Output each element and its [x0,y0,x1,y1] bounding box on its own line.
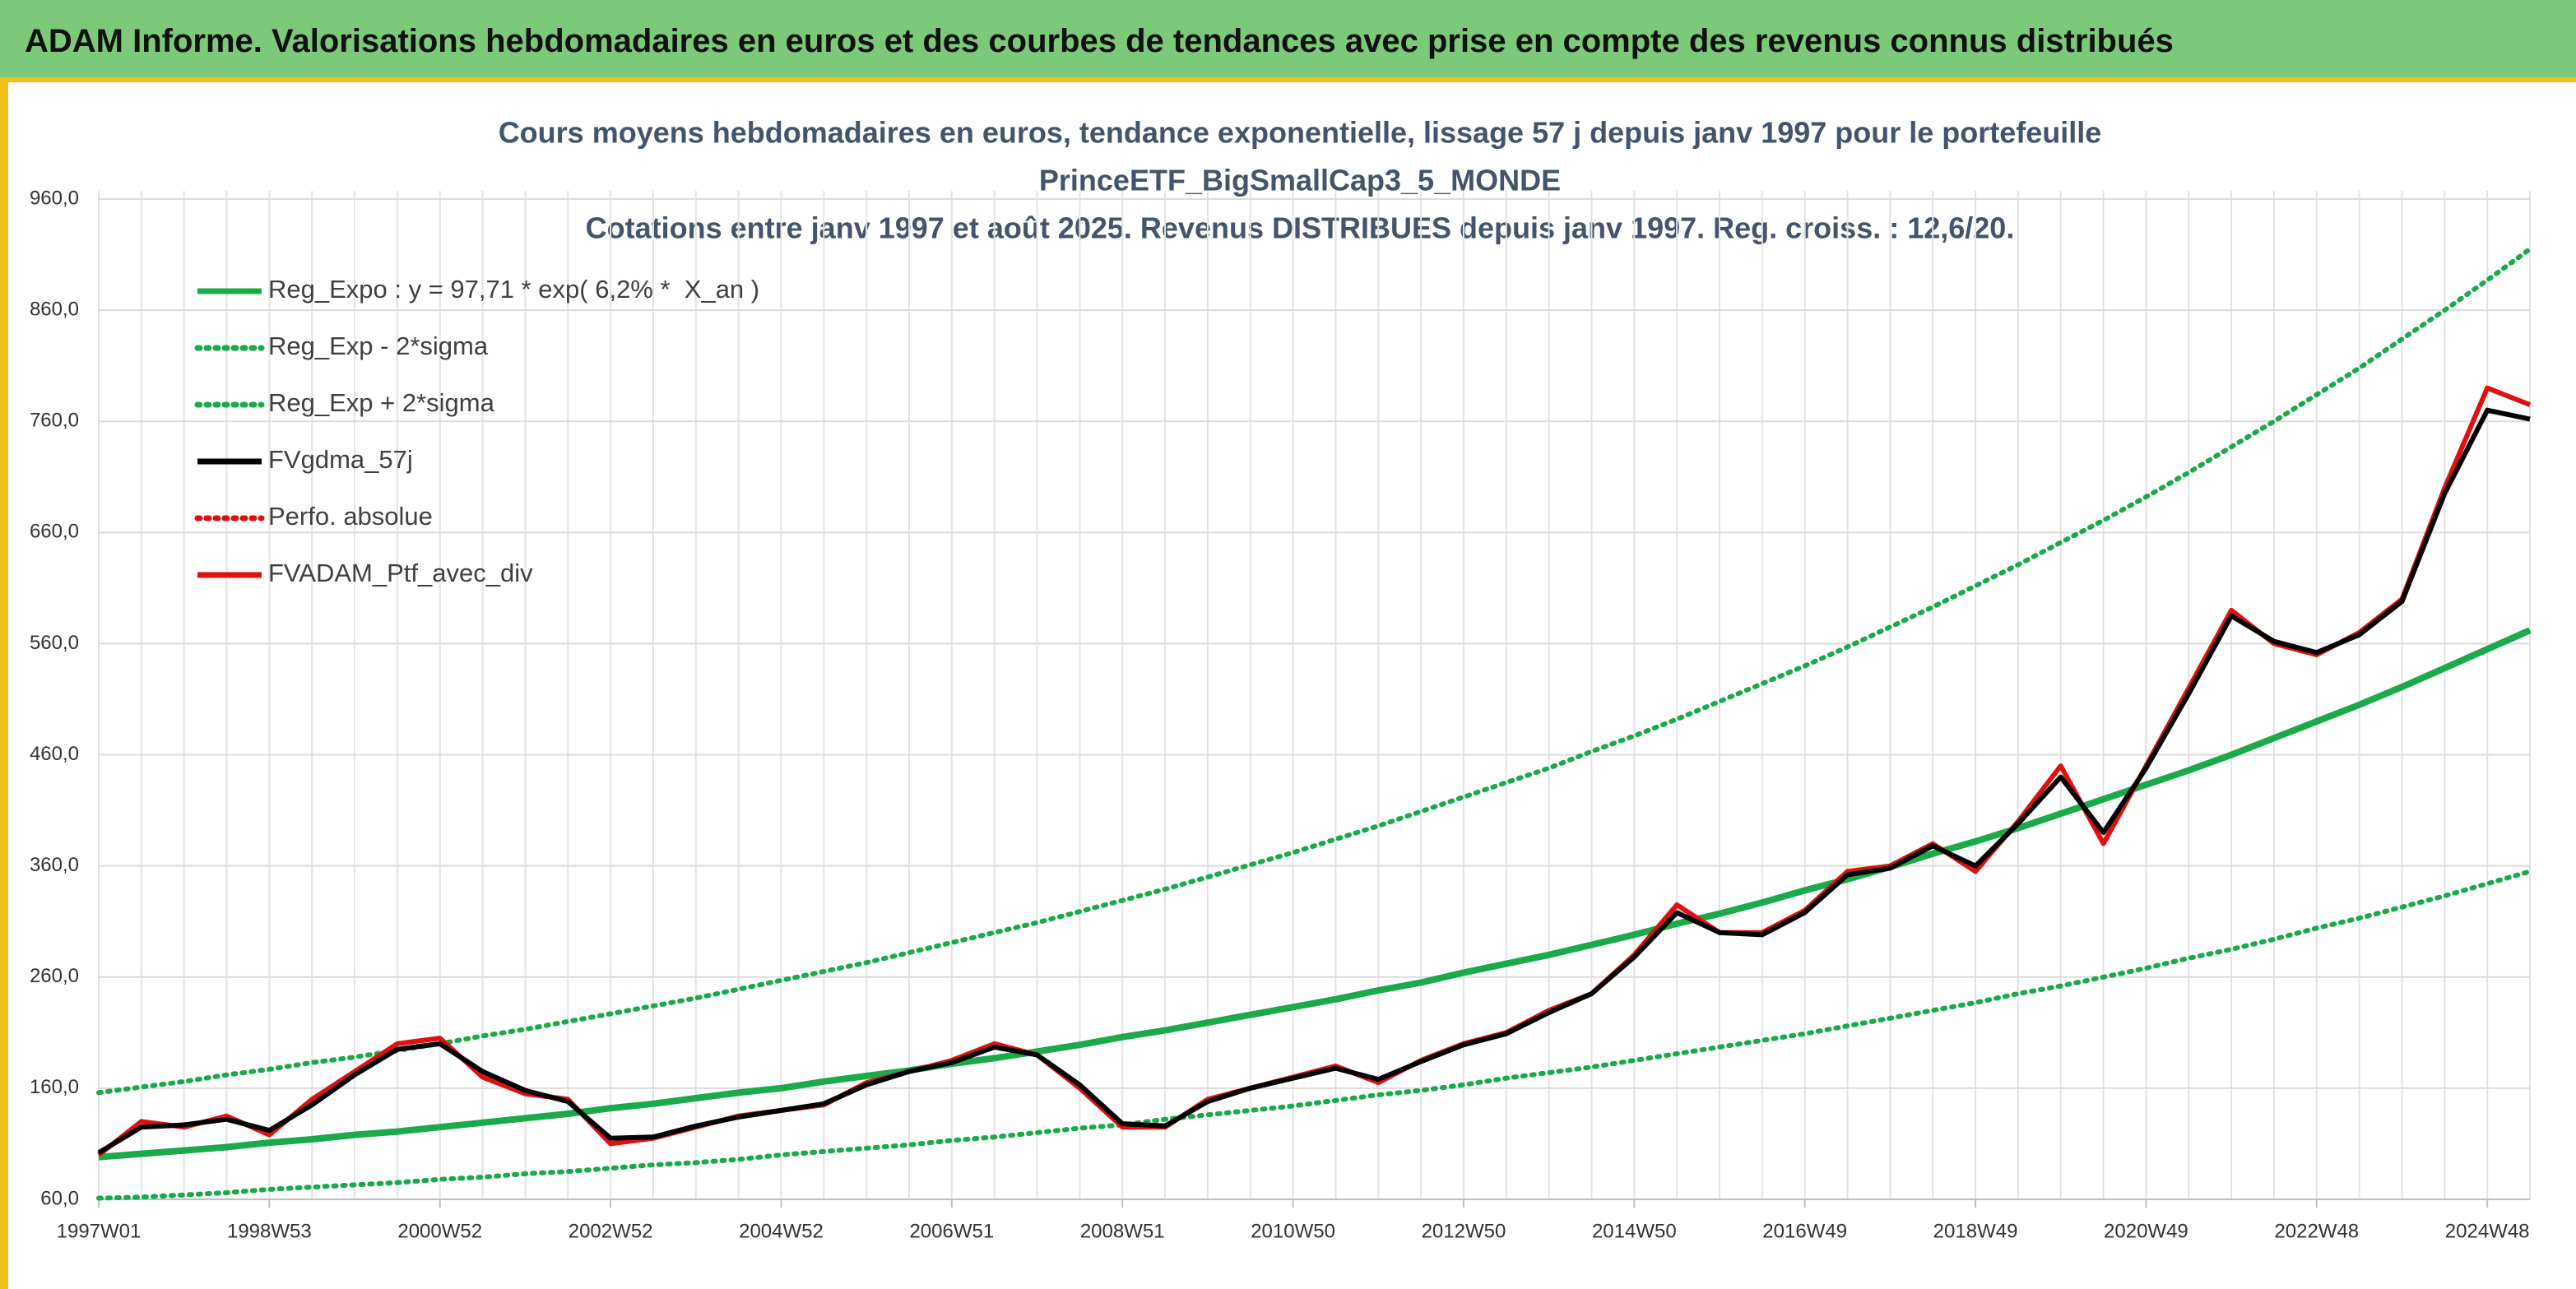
x-tick-label: 2020W49 [2104,1220,2188,1242]
x-tick-label: 2002W52 [569,1220,653,1242]
chart-panel [0,82,2576,1289]
x-tick-label: 2010W50 [1251,1220,1335,1242]
x-tick-label: 2000W52 [397,1220,482,1242]
y-tick-label: 560,0 [30,632,79,654]
y-tick-label: 960,0 [30,187,79,209]
y-tick-label: 760,0 [30,410,79,432]
legend-label: Reg_Exp - 2*sigma [268,332,489,360]
legend-label: Reg_Expo : y = 97,71 * exp( 6,2% * X_an … [268,275,759,304]
series-line [98,627,2532,1161]
series-line [97,407,2531,1155]
chart-title: PrinceETF_BigSmallCap3_5_MONDE [1039,164,1561,197]
x-tick-label: 2004W52 [739,1220,824,1242]
x-tick-label: 1997W01 [57,1220,142,1242]
chart-title: Cours moyens hebdomadaires en euros, ten… [499,116,2102,150]
legend-label: FVgdma_57j [268,445,413,474]
header-title: ADAM Informe. Valorisations hebdomadaire… [25,23,2174,59]
x-tick-label: 2024W48 [2445,1220,2530,1242]
x-tick-label: 2018W49 [1933,1220,2018,1242]
header-bar: ADAM Informe. Valorisations hebdomadaire… [0,0,2576,82]
chart-title: Cotations entre janv 1997 et août 2025. … [586,211,2015,245]
x-tick-label: 2022W48 [2274,1220,2359,1242]
y-tick-label: 360,0 [30,854,79,876]
x-tick-label: 2008W51 [1080,1220,1165,1242]
y-tick-label: 860,0 [30,298,79,320]
legend-label: Reg_Exp + 2*sigma [268,388,495,417]
x-tick-label: 2016W49 [1762,1220,1847,1242]
series-line [96,869,2532,1201]
x-tick-label: 2012W50 [1422,1220,1506,1242]
series-line [97,385,2532,1157]
series-line [96,246,2532,1096]
y-tick-label: 260,0 [30,965,79,987]
y-tick-label: 460,0 [30,743,79,765]
y-tick-label: 60,0 [40,1187,79,1209]
y-tick-label: 160,0 [30,1076,79,1098]
x-tick-label: 2006W51 [909,1220,994,1242]
x-tick-label: 2014W50 [1592,1220,1677,1242]
x-tick-label: 1998W53 [227,1220,312,1242]
legend-label: Perfo. absolue [268,502,433,531]
legend-label: FVADAM_Ptf_avec_div [268,559,533,587]
y-tick-label: 660,0 [30,521,79,543]
